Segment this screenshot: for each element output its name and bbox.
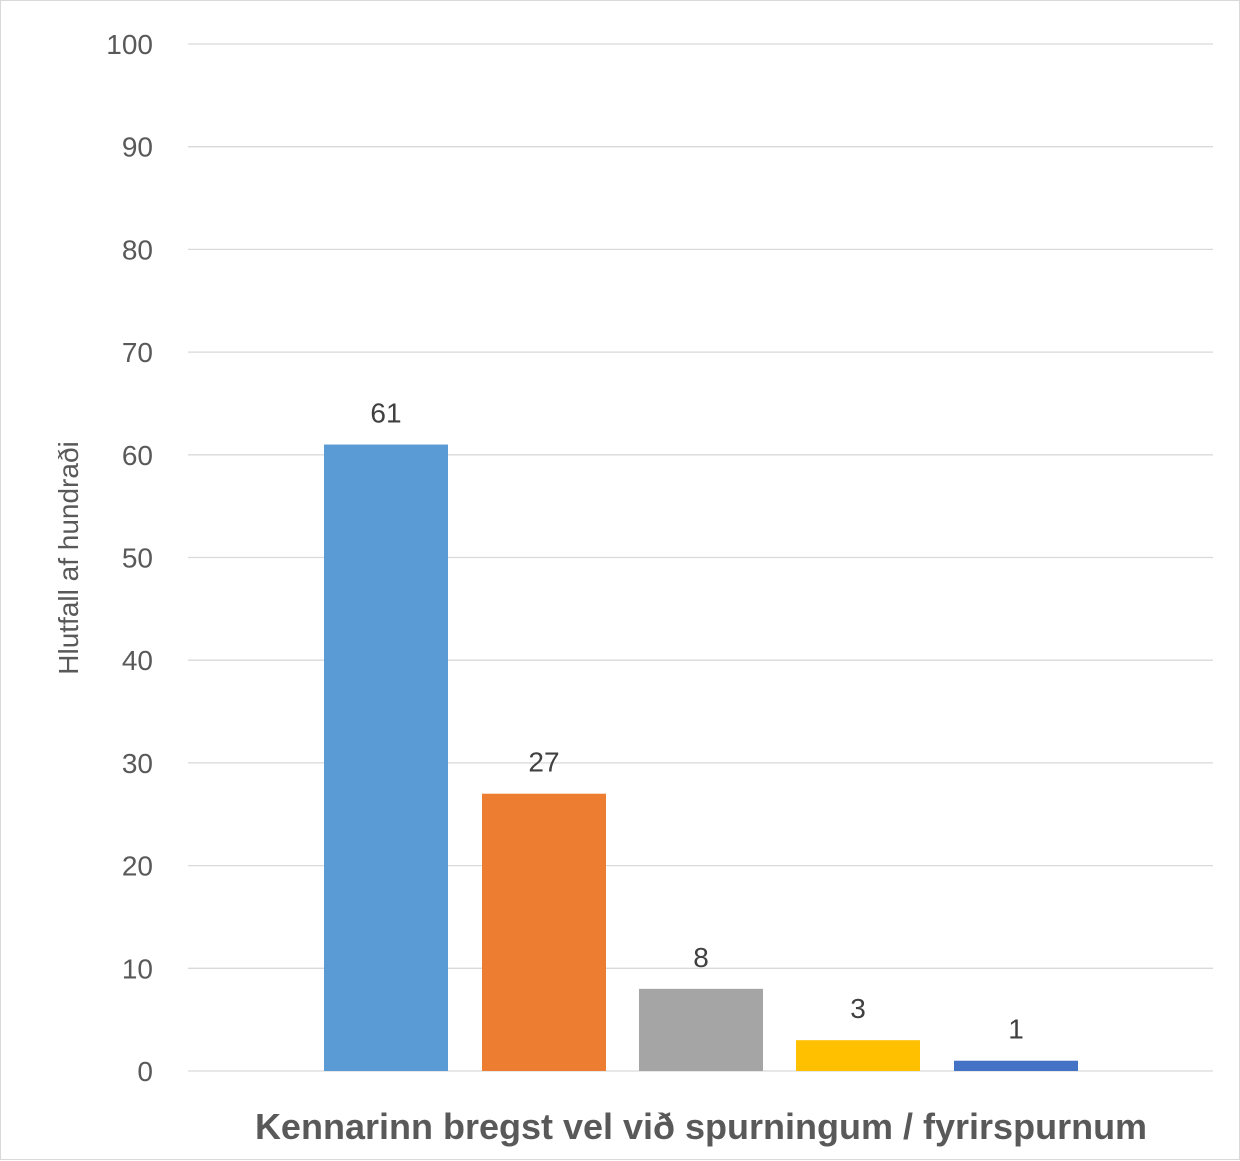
y-axis-title: Hlutfall af hundraði bbox=[53, 441, 84, 674]
y-tick-label: 20 bbox=[122, 851, 153, 882]
bar-data-label: 3 bbox=[850, 993, 866, 1024]
bar bbox=[796, 1040, 920, 1071]
y-axis-ticks: 0 10 20 30 40 50 60 70 80 90 100 bbox=[106, 29, 153, 1087]
y-tick-label: 10 bbox=[122, 953, 153, 984]
y-tick-label: 30 bbox=[122, 748, 153, 779]
bar bbox=[954, 1060, 1078, 1071]
y-tick-label: 50 bbox=[122, 543, 153, 574]
bar-data-label: 27 bbox=[528, 747, 559, 778]
bar-data-label: 8 bbox=[693, 942, 709, 973]
data-labels: 61 27 8 3 1 bbox=[370, 398, 1023, 1045]
bar-data-label: 61 bbox=[370, 398, 401, 429]
y-tick-label: 80 bbox=[122, 234, 153, 265]
x-axis-title: Kennarinn bregst vel við spurningum / fy… bbox=[255, 1106, 1147, 1147]
y-tick-label: 90 bbox=[122, 132, 153, 163]
y-tick-label: 100 bbox=[106, 29, 153, 60]
y-tick-label: 40 bbox=[122, 645, 153, 676]
y-tick-label: 0 bbox=[137, 1056, 153, 1087]
y-tick-label: 60 bbox=[122, 440, 153, 471]
bars bbox=[324, 444, 1078, 1071]
bar bbox=[482, 793, 606, 1071]
bar-data-label: 1 bbox=[1008, 1014, 1024, 1045]
bar bbox=[324, 444, 448, 1071]
y-tick-label: 70 bbox=[122, 337, 153, 368]
bar bbox=[639, 988, 763, 1071]
